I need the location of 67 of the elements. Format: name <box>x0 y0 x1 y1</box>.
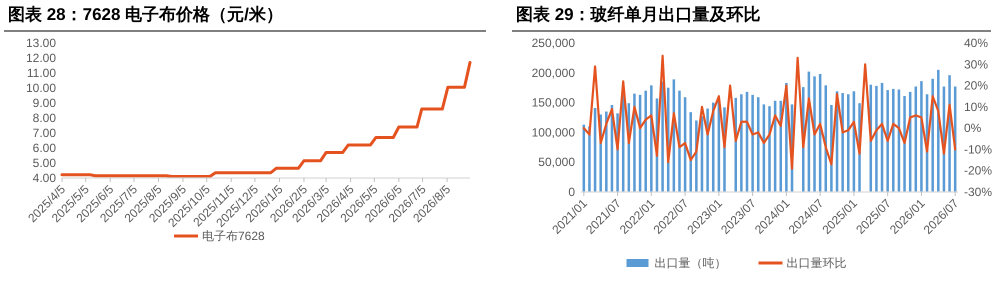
y-tick-label: 250,000 <box>532 36 576 50</box>
bar <box>644 90 647 192</box>
y-tick-label: 11.00 <box>26 66 56 80</box>
y-tick-label: 13.00 <box>26 36 56 50</box>
bar <box>678 90 681 192</box>
y-tick-label: 12.00 <box>26 51 56 65</box>
bar <box>880 82 884 192</box>
bar <box>768 106 771 192</box>
bar <box>751 94 754 192</box>
bar <box>914 86 918 192</box>
y2-tick-label: -30% <box>964 185 992 199</box>
y-tick-label: 4.00 <box>32 171 56 185</box>
bar <box>622 94 624 192</box>
bar <box>746 92 748 192</box>
y2-tick-label: -10% <box>964 142 992 156</box>
y-tick-label: 200,000 <box>532 66 576 80</box>
y-tick-label: 150,000 <box>532 96 576 110</box>
bar <box>920 81 923 192</box>
bar <box>689 112 692 192</box>
bar <box>954 86 956 192</box>
bar <box>813 76 816 192</box>
bar <box>700 116 704 192</box>
bar <box>824 85 828 192</box>
y-tick-label: 9.00 <box>32 96 56 110</box>
bar <box>718 100 720 192</box>
bar <box>661 82 664 192</box>
y-tick-label: 10.00 <box>26 81 56 95</box>
y2-tick-label: 40% <box>964 36 988 50</box>
y2-tick-label: 0% <box>964 121 982 136</box>
legend-label: 出口量（吨） <box>654 256 726 270</box>
y-tick-label: 100,000 <box>532 125 576 140</box>
y-tick-label: 50,000 <box>538 155 576 170</box>
bar <box>847 94 850 192</box>
bar <box>650 85 653 192</box>
legend-label: 电子布7628 <box>202 229 266 243</box>
bar <box>774 100 776 192</box>
bar <box>852 91 856 192</box>
bar <box>762 104 766 192</box>
bar <box>903 96 906 192</box>
bar <box>756 97 760 192</box>
bar <box>594 108 596 192</box>
y2-tick-label: -20% <box>964 164 992 178</box>
bar <box>582 124 586 192</box>
y2-tick-label: 30% <box>964 57 988 72</box>
y2-tick-label: 20% <box>964 78 988 93</box>
bar <box>638 94 642 192</box>
title: 图表 28：7628 电子布价格（元/米） <box>8 5 283 24</box>
bar <box>892 88 895 192</box>
bar <box>908 92 912 192</box>
bar <box>684 97 686 192</box>
legend: 电子布7628 <box>174 229 265 243</box>
bar <box>875 86 878 192</box>
y-tick-label: 6.00 <box>32 141 56 155</box>
title: 图表 29：玻纤单月出口量及环比 <box>516 5 761 24</box>
y-tick-label: 0 <box>568 185 576 199</box>
y-tick-label: 8.00 <box>32 111 56 125</box>
bar <box>818 74 822 192</box>
bar <box>886 90 889 192</box>
y-tick-label: 5.00 <box>32 156 56 170</box>
bar <box>605 112 608 192</box>
bar <box>712 102 714 192</box>
legend-label: 出口量环比 <box>786 256 846 270</box>
bar <box>740 94 743 192</box>
y2-tick-label: 10% <box>964 100 988 114</box>
bar <box>841 93 844 192</box>
y-tick-label: 7.00 <box>32 126 56 140</box>
bar <box>898 89 900 192</box>
